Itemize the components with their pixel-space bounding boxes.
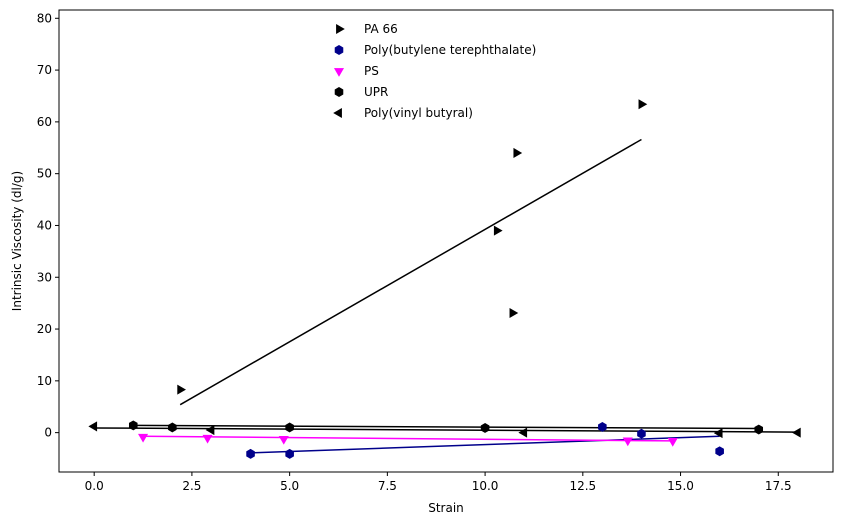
data-markers [88,99,801,459]
legend-marker-poly-vinyl-butyral [333,107,342,119]
data-point-pa-66 [513,147,523,158]
x-tick-label: 17.5 [765,479,792,493]
data-point-poly-butylene-terephthalate [598,421,607,432]
data-point-ps [278,435,289,445]
legend-label-poly-butylene-terephthalate: Poly(butylene terephthalate) [364,43,536,57]
data-point-pa-66 [177,384,186,395]
data-point-ps [202,434,213,444]
data-point-poly-vinyl-butyral [713,428,723,439]
fit-line-ps [143,435,673,442]
legend-marker-upr [334,87,344,97]
y-tick-label: 20 [37,322,52,336]
legend-marker-ps [333,68,345,77]
data-point-poly-butylene-terephthalate [285,448,294,459]
plot-frame [58,9,834,473]
data-point-poly-butylene-terephthalate [637,428,646,439]
x-tick-label: 5.0 [280,479,299,493]
fit-line-upr [133,424,759,430]
x-tick-label: 7.5 [378,479,397,493]
data-point-upr [285,422,294,433]
data-point-pa-66 [638,99,648,110]
data-point-poly-vinyl-butyral [88,421,98,432]
x-tick-label: 12.5 [569,479,596,493]
legend: PA 66 Poly(butylene terephthalate) PS UPR Po… [333,22,536,120]
data-point-pa-66 [493,225,503,236]
fit-line-pa-66 [179,138,642,406]
fit-line-poly-butylene-terephthalate [250,435,720,454]
data-point-ps [138,433,149,443]
data-point-ps [622,437,633,447]
y-tick-label: 40 [37,218,52,232]
x-axis-ticks: 0.0 2.5 5.0 7.5 10.0 12.5 15.0 17.5 [85,472,792,493]
data-point-poly-butylene-terephthalate [715,446,724,457]
legend-label-upr: UPR [364,85,388,99]
data-point-poly-butylene-terephthalate [246,448,255,459]
data-point-pa-66 [509,307,519,319]
data-point-upr [754,424,764,435]
y-tick-label: 60 [37,115,52,129]
data-point-poly-vinyl-butyral [792,427,801,438]
legend-label-ps: PS [364,64,379,78]
x-axis-label: Strain [428,501,464,515]
y-axis-label: Intrinsic Viscosity (dl/g) [10,171,24,311]
legend-label-poly-vinyl-butyral: Poly(vinyl butyral) [364,106,473,120]
data-point-ps [667,438,678,447]
y-tick-label: 10 [37,374,52,388]
x-tick-label: 10.0 [472,479,499,493]
y-tick-label: 50 [37,167,52,181]
y-tick-label: 0 [44,426,52,440]
legend-marker-pa-66 [336,23,345,35]
data-point-poly-vinyl-butyral [518,427,528,438]
data-point-poly-vinyl-butyral [205,425,215,436]
fit-lines [94,138,798,454]
data-point-upr [128,420,138,431]
y-tick-label: 30 [37,270,52,284]
x-tick-label: 15.0 [667,479,694,493]
y-tick-label: 80 [37,11,52,25]
data-point-upr [168,422,177,433]
y-tick-label: 70 [37,63,52,77]
y-axis-ticks: 0 10 20 30 40 50 60 70 80 [37,11,59,440]
x-tick-label: 0.0 [85,479,104,493]
legend-label-pa-66: PA 66 [364,22,398,36]
legend-marker-poly-butylene-terephthalate [334,45,344,55]
x-tick-label: 2.5 [182,479,201,493]
data-point-upr [480,423,490,433]
